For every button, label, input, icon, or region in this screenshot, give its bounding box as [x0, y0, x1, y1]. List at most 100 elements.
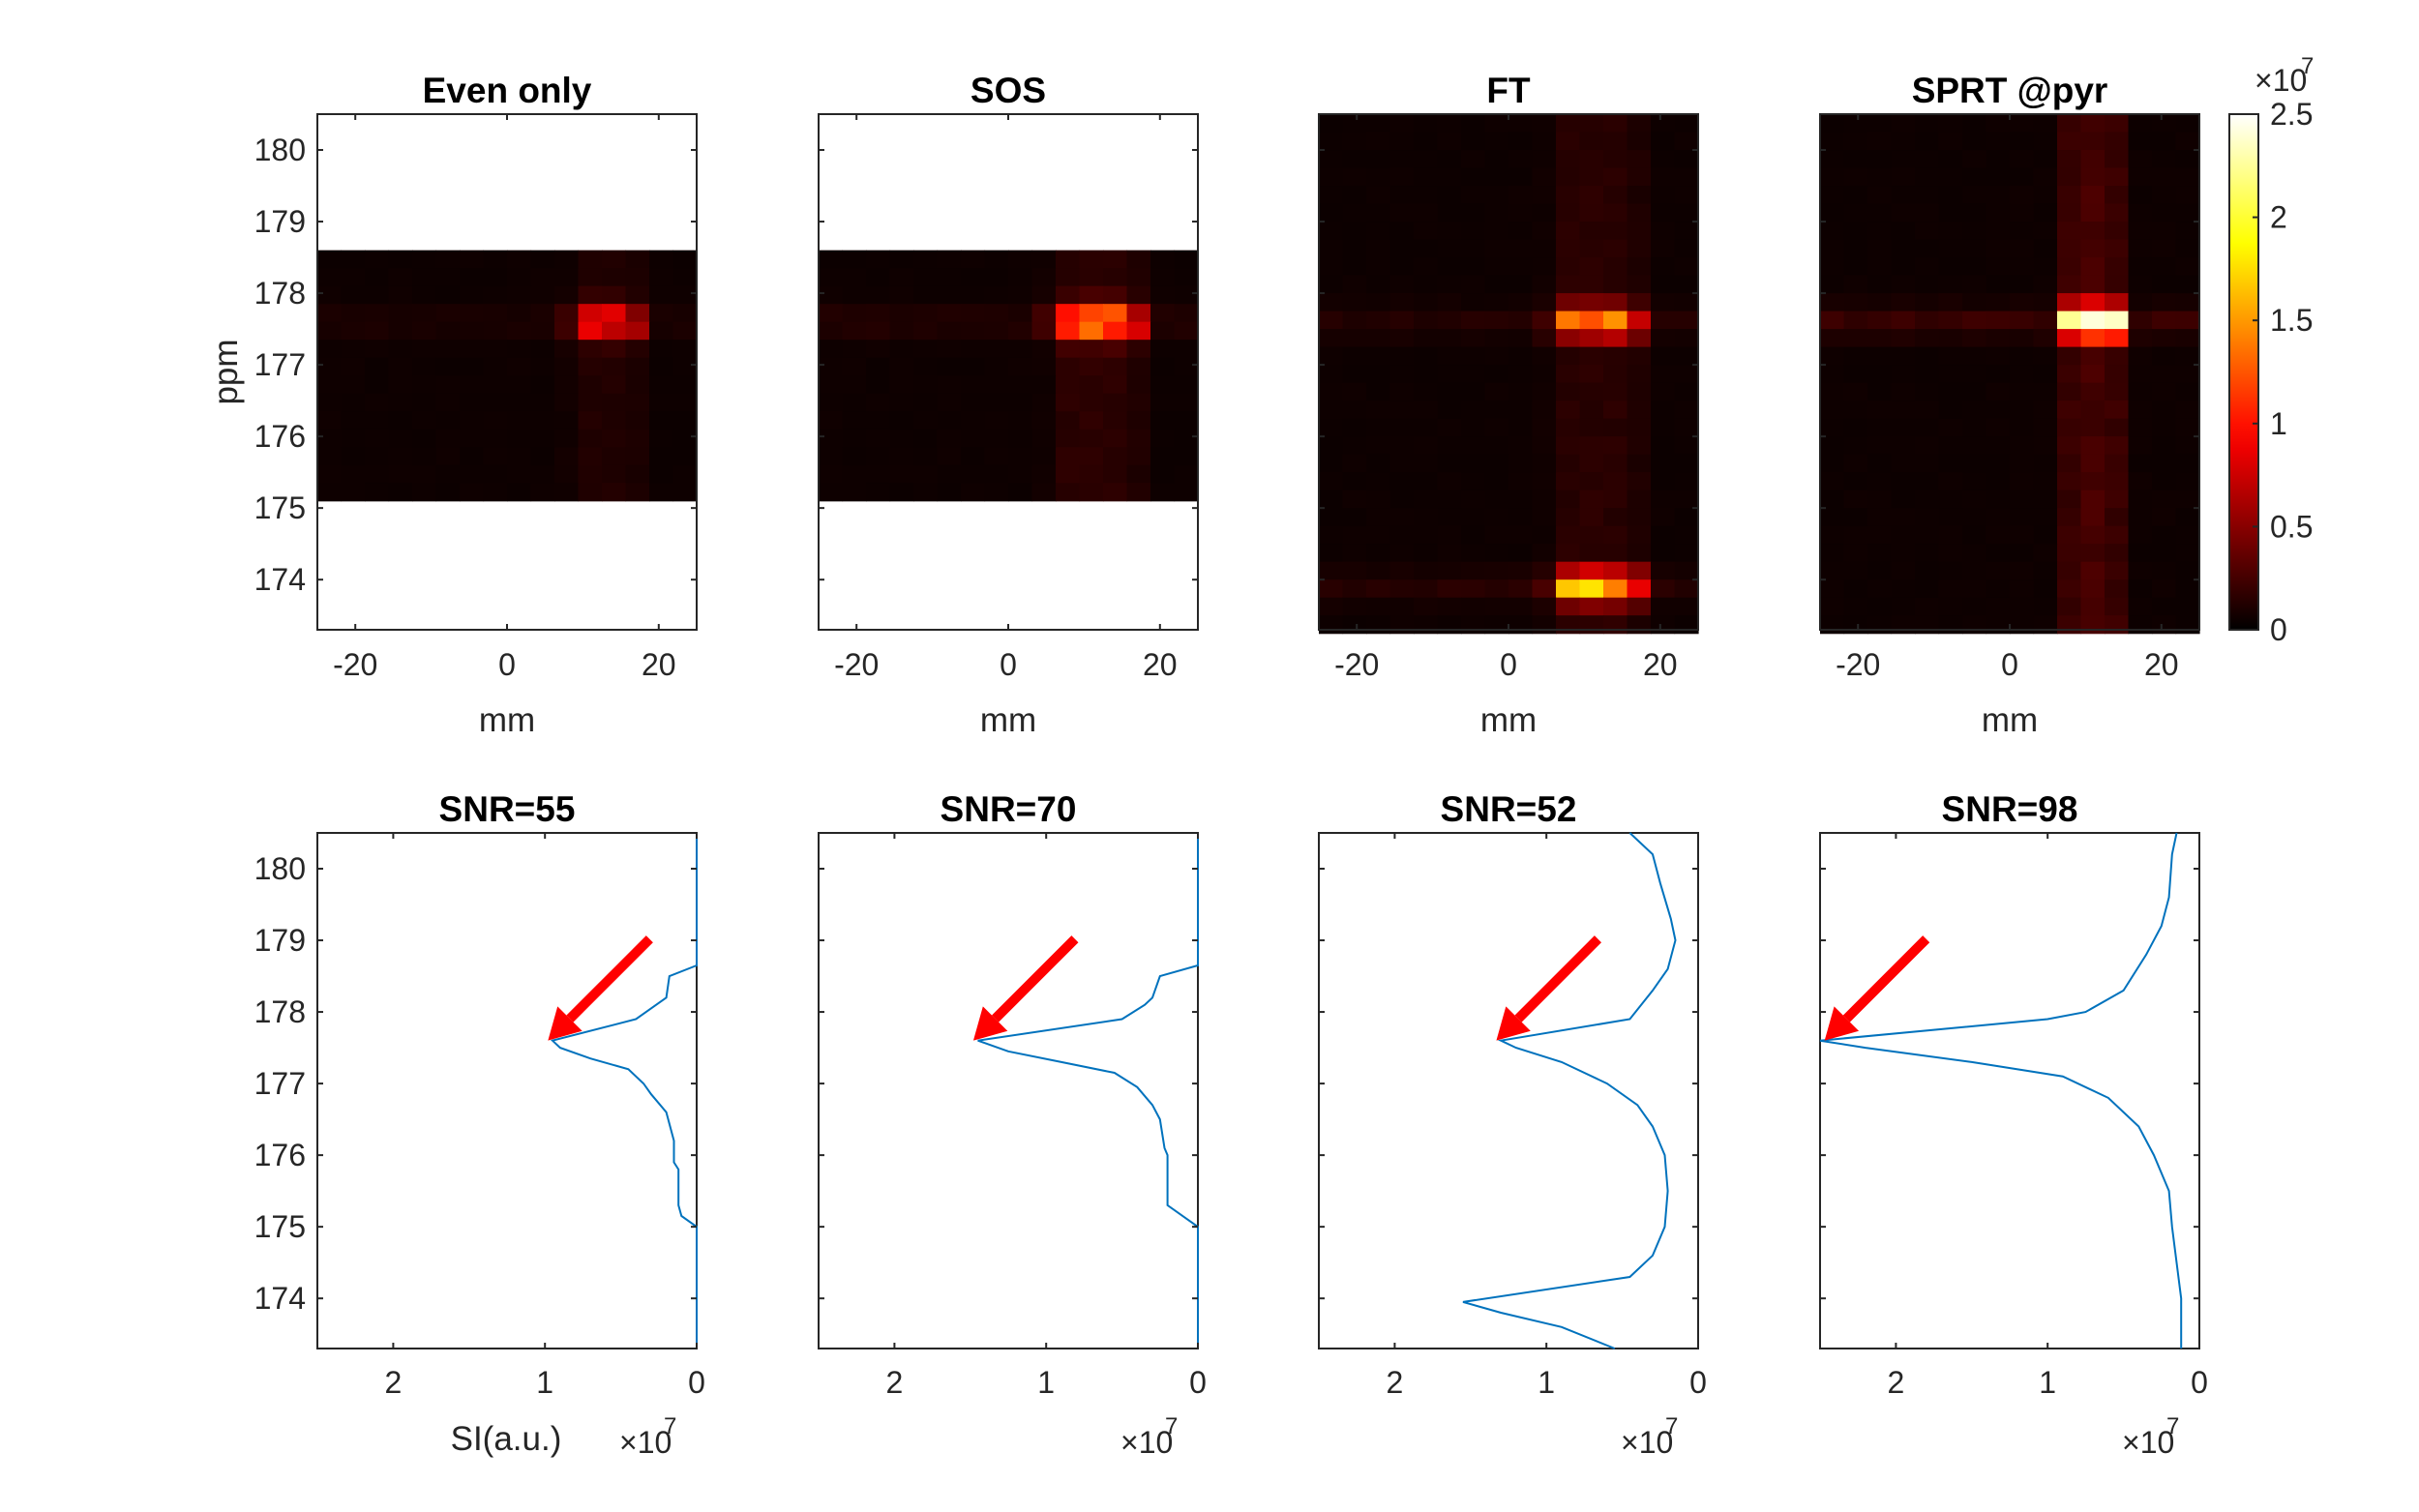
heatmap-cell — [961, 411, 986, 430]
heatmap-cell — [2175, 400, 2200, 420]
heatmap-cell — [1915, 454, 1940, 473]
heatmap-cell — [672, 304, 698, 323]
heatmap-cell — [1126, 250, 1151, 269]
heatmap-cell — [1008, 447, 1033, 466]
heatmap-cell — [1437, 150, 1462, 169]
heatmap-cell — [388, 250, 413, 269]
heatmap-cell — [1150, 429, 1176, 448]
heatmap-cell — [1891, 454, 1916, 473]
heatmap-cell — [1461, 418, 1486, 437]
heatmap-cell — [1342, 150, 1367, 169]
heatmap-cell — [388, 304, 413, 323]
heatmap-cell — [1532, 472, 1557, 491]
heatmap-cell — [1820, 418, 1845, 437]
heatmap-cell — [1986, 329, 2011, 348]
heatmap-cell — [2128, 579, 2153, 599]
heatmap-cell — [1389, 561, 1415, 580]
heatmap-cell — [2010, 418, 2035, 437]
heatmap-cell — [388, 268, 413, 287]
heatmap-cell — [1508, 114, 1534, 133]
heatmap-cell — [1820, 544, 1845, 563]
heatmap-cell — [625, 429, 650, 448]
heatmap-cell — [2033, 222, 2058, 241]
heatmap-cell — [672, 268, 698, 287]
heatmap-cell — [554, 375, 580, 395]
heatmap-cell — [1126, 464, 1151, 484]
heatmap-cell — [1579, 132, 1604, 151]
heatmap-cell — [2152, 132, 2177, 151]
heatmap-cell — [1915, 418, 1940, 437]
heatmap-cell — [2057, 329, 2082, 348]
heatmap-cell — [1579, 239, 1604, 258]
heatmap-cell — [1651, 222, 1676, 241]
heatmap-cell — [2105, 382, 2130, 401]
heatmap-cell — [435, 250, 461, 269]
heatmap-cell — [1437, 365, 1462, 384]
heatmap-cell — [1915, 203, 1940, 222]
heatmap-cell — [1986, 400, 2011, 420]
heatmap-cell — [2152, 615, 2177, 635]
heatmap-cell — [554, 250, 580, 269]
heatmap-cell — [913, 285, 939, 305]
heatmap-cell — [602, 357, 627, 376]
heatmap-cell — [1556, 615, 1581, 635]
heatmap-cell — [1437, 436, 1462, 456]
y-tick-label: 176 — [254, 419, 306, 454]
heatmap-cell — [2105, 311, 2130, 330]
heatmap-cell — [1986, 508, 2011, 527]
heatmap-cell — [1938, 293, 1963, 312]
heatmap-cell — [819, 411, 844, 430]
heatmap-cell — [2057, 454, 2082, 473]
heatmap-cell — [388, 447, 413, 466]
heatmap-cell — [578, 483, 603, 502]
heatmap-cell — [1556, 346, 1581, 366]
heatmap-cell — [1556, 257, 1581, 277]
heatmap-cell — [1150, 250, 1176, 269]
heatmap-cell — [1414, 489, 1439, 509]
heatmap-cell — [1508, 293, 1534, 312]
heatmap-cell — [1915, 186, 1940, 205]
heatmap-cell — [530, 447, 555, 466]
heatmap-cell — [1674, 436, 1699, 456]
heatmap-cell — [1579, 222, 1604, 241]
heatmap-cell — [1389, 508, 1415, 527]
heatmap-cell — [2128, 544, 2153, 563]
heatmap-cell — [1915, 257, 1940, 277]
heatmap-cell — [1891, 561, 1916, 580]
heatmap-cell — [1079, 321, 1104, 341]
heatmap-cell — [2033, 186, 2058, 205]
heatmap-cell — [1820, 579, 1845, 599]
heatmap-cell — [1414, 311, 1439, 330]
heatmap-cell — [1556, 418, 1581, 437]
heatmap-cell — [554, 483, 580, 502]
heatmap-cell — [1986, 544, 2011, 563]
heatmap-cell — [2057, 257, 2082, 277]
heatmap-cell — [1674, 508, 1699, 527]
heatmap-cell — [2010, 132, 2035, 151]
heatmap-cell — [1532, 365, 1557, 384]
colorbar-box — [2228, 113, 2259, 631]
x-tick-label: 1 — [1037, 1365, 1055, 1400]
heatmap-cell — [507, 357, 532, 376]
heatmap-cell — [625, 464, 650, 484]
heatmap-cell — [1150, 304, 1176, 323]
heatmap-cell — [842, 340, 867, 359]
heatmap-cell — [1126, 268, 1151, 287]
heatmap-cell — [2010, 579, 2035, 599]
heatmap-cell — [1843, 275, 1868, 294]
heatmap-cell — [913, 447, 939, 466]
heatmap-cell — [1437, 615, 1462, 635]
heatmap-cell — [530, 483, 555, 502]
heatmap-cell — [1915, 382, 1940, 401]
heatmap-cell — [1414, 186, 1439, 205]
heatmap-cell — [1126, 411, 1151, 430]
heatmap-cell — [435, 268, 461, 287]
heatmap-cell — [365, 483, 390, 502]
heatmap-cell — [507, 393, 532, 412]
heatmap-cell — [1820, 346, 1845, 366]
heatmap-cell — [1008, 483, 1033, 502]
heatmap-cell — [1103, 285, 1128, 305]
heatmap-cell — [961, 340, 986, 359]
heatmap-cell — [889, 268, 914, 287]
heatmap-cell — [1437, 346, 1462, 366]
